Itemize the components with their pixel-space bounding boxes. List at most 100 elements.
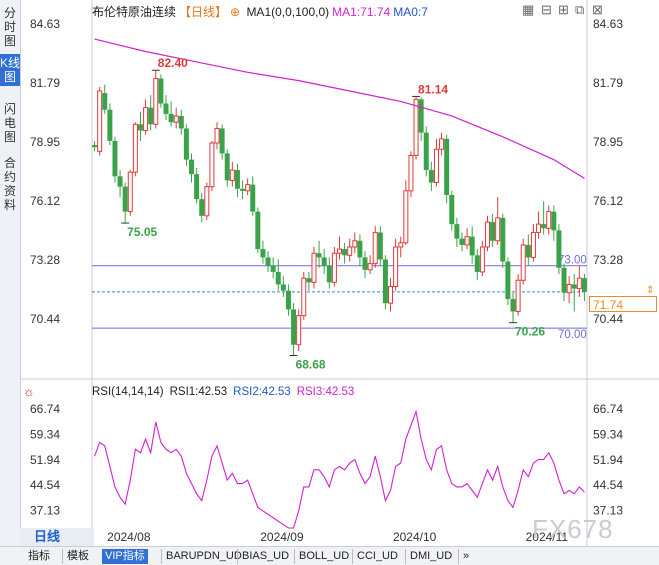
y-tick-label-left: 73.28 xyxy=(30,253,60,267)
candle-body xyxy=(132,123,138,173)
candle-body xyxy=(571,284,577,289)
candle-body xyxy=(280,284,286,291)
candle-body xyxy=(413,98,419,156)
candle-body xyxy=(137,124,143,131)
candle-body xyxy=(194,174,200,200)
x-tick-label: 2024/10 xyxy=(393,530,437,544)
candle-body xyxy=(408,154,414,192)
y-tick-label-right: 73.28 xyxy=(593,253,623,267)
candle-body xyxy=(178,115,184,129)
candle-body xyxy=(581,278,587,292)
candle-body xyxy=(505,261,511,299)
candle-body xyxy=(530,231,536,258)
tab-vip-indicators[interactable]: VIP指标 xyxy=(102,549,148,564)
candle-body xyxy=(347,246,353,256)
candle-body xyxy=(102,93,108,110)
rsi-tick-label-right: 44.54 xyxy=(593,478,623,492)
candle-body xyxy=(469,236,475,256)
rsi-tick-label-left: 59.34 xyxy=(30,427,60,441)
candle-body xyxy=(428,170,434,183)
rsi-name[interactable]: RSI(14,14,14) xyxy=(92,386,164,398)
tab-flash[interactable]: 闪电图 xyxy=(3,102,16,144)
rsi2-value: RSI2:42.53 xyxy=(233,386,291,398)
minus-icon[interactable]: ⊟ xyxy=(541,2,552,17)
candle-body xyxy=(326,265,332,283)
extreme-price-label: 70.26 xyxy=(515,325,545,339)
extreme-price-label: 82.40 xyxy=(158,56,188,70)
candle-body xyxy=(546,211,552,229)
plus-icon[interactable]: ⊞ xyxy=(558,2,569,17)
candle-body xyxy=(556,230,562,268)
candle-body xyxy=(342,249,348,256)
rsi3-value: RSI3:42.53 xyxy=(296,386,355,398)
chart-canvas[interactable]: 84.63 84.63 81.79 81.79 78.95 78.95 76.12 76.12… xyxy=(0,0,659,546)
period-selector[interactable]: 日线 xyxy=(20,528,94,546)
ma-params[interactable]: MA1(0,0,100,0) xyxy=(246,5,330,19)
candle-body xyxy=(551,211,557,231)
y-tick-label-right: 78.95 xyxy=(593,135,623,149)
rsi-tick-label-right: 59.34 xyxy=(593,427,623,441)
period-tag[interactable]: 【日线】 xyxy=(179,5,228,19)
rsi-tick-label-left: 44.54 xyxy=(30,478,60,492)
candle-body xyxy=(92,145,98,148)
candle-body xyxy=(224,153,230,181)
rsi-header: RSI(14,14,14) RSI1:42.53 RSI2:42.53 RSI3:42… xyxy=(92,386,360,398)
y-tick-label-left: 84.63 xyxy=(30,17,60,31)
candle-body xyxy=(500,217,506,262)
ma2-value: MA0:7 xyxy=(393,5,428,19)
ma1-value: MA1:71.74 xyxy=(332,5,391,19)
candle-body xyxy=(306,278,312,283)
candle-body xyxy=(449,195,455,225)
ma-line xyxy=(94,38,585,179)
candle-body xyxy=(316,253,322,258)
candle-body xyxy=(245,184,251,192)
tab-dmi[interactable]: DMI_UD xyxy=(405,549,452,564)
candle-body xyxy=(377,232,383,260)
candle-body xyxy=(362,257,368,270)
candle-body xyxy=(219,128,225,154)
watermark: FX678 xyxy=(532,514,614,544)
y-tick-label-left: 81.79 xyxy=(30,76,60,90)
extreme-price-label: 81.14 xyxy=(418,82,448,96)
tab-templates[interactable]: 模板 xyxy=(62,549,89,564)
tab-contract-info[interactable]: 合约资料 xyxy=(3,156,16,212)
candle-body xyxy=(173,115,179,123)
extreme-price-label: 75.05 xyxy=(127,225,157,239)
tab-barupdn[interactable]: BARUPDN_UD xyxy=(161,549,242,564)
x-tick-label: 2024/08 xyxy=(107,530,151,544)
candle-body xyxy=(423,132,429,171)
candle-body xyxy=(301,277,307,317)
sidebar: 分时图 K线图 闪电图 合约资料 xyxy=(0,0,21,546)
candle-body xyxy=(270,265,276,272)
tab-cci[interactable]: CCI_UD xyxy=(352,549,398,564)
candle-body xyxy=(168,113,174,123)
candle-body xyxy=(112,140,118,177)
rsi-tick-label-right: 51.94 xyxy=(593,453,623,467)
candle-body xyxy=(97,90,103,152)
candle-body xyxy=(291,309,297,345)
candle-body xyxy=(388,286,394,304)
rsi-tick-label-right: 37.13 xyxy=(593,503,623,517)
tab-kline[interactable]: K线图 xyxy=(0,54,21,86)
candle-body xyxy=(209,142,215,188)
y-tick-label-left: 76.12 xyxy=(30,194,60,208)
candle-body xyxy=(367,263,373,271)
target-icon[interactable]: ⊕ xyxy=(230,5,241,19)
candle-body xyxy=(393,246,399,287)
x-tick-label: 2024/11 xyxy=(526,530,569,544)
tab-more[interactable]: » xyxy=(458,549,469,564)
candle-body xyxy=(398,242,404,248)
settings-icon[interactable]: ☼ xyxy=(23,384,35,399)
close-icon[interactable]: ⊠ xyxy=(592,2,603,17)
tab-bias[interactable]: BIAS_UD xyxy=(237,549,289,564)
tab-indicators[interactable]: 指标 xyxy=(28,550,50,562)
grid-icon[interactable]: ▦ xyxy=(522,2,535,17)
y-tick-label-right: 81.79 xyxy=(593,76,623,90)
expand-icon[interactable]: ⧉ xyxy=(575,2,585,17)
candle-body xyxy=(372,231,378,265)
candle-body xyxy=(122,186,128,212)
candle-body xyxy=(204,186,210,217)
tab-timeshare[interactable]: 分时图 xyxy=(3,6,16,48)
tab-boll[interactable]: BOLL_UD xyxy=(294,549,349,564)
candle-body xyxy=(382,259,388,304)
